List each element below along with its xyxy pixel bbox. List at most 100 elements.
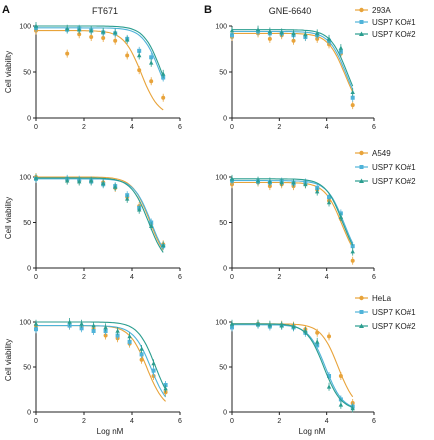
data-point (151, 361, 156, 366)
data-point (291, 38, 296, 43)
data-point (338, 45, 344, 50)
x-axis-label-left: Log nM (97, 427, 124, 436)
data-point (338, 374, 343, 378)
data-point (79, 326, 84, 331)
legend-marker (359, 310, 364, 314)
data-point (161, 95, 166, 100)
chart-panel: 0 50 100 0 2 4 6 (215, 175, 376, 282)
data-point (125, 196, 130, 201)
legend-marker (359, 7, 364, 13)
panel-title-gne6640: GNE-6640 (269, 6, 312, 16)
fit-curve-1 (232, 181, 354, 248)
legend-label: 293A (372, 6, 391, 15)
data-point (255, 321, 261, 326)
x-tick-label: 2 (277, 274, 281, 281)
chart-panel: 0 50 100 0 2 4 6 (19, 22, 182, 131)
x-tick-label: 4 (325, 418, 329, 425)
x-tick-label: 0 (34, 274, 38, 281)
data-point (163, 386, 168, 391)
x-tick-label: 4 (325, 274, 329, 281)
data-point (303, 328, 308, 333)
legend-item-a549: A549 (355, 149, 391, 158)
panel-letter-b: B (204, 4, 212, 16)
data-point (303, 31, 308, 37)
fit-curve-3 (36, 321, 167, 390)
data-point (327, 195, 332, 200)
data-point (33, 321, 39, 326)
data-point (77, 179, 82, 184)
data-point (315, 189, 320, 194)
data-point (255, 178, 261, 183)
data-point (161, 242, 166, 248)
data-point (267, 179, 273, 184)
x-tick-label: 0 (230, 124, 234, 131)
legend-row-2: A549 USP7 KO#1 USP7 KO#2 (355, 149, 416, 186)
data-point (101, 29, 106, 34)
data-point (229, 28, 235, 33)
data-point (139, 346, 144, 351)
data-point (279, 30, 284, 35)
chart-panel: 0 50 100 0 2 4 6 (215, 320, 376, 426)
y-tick-label: 0 (27, 266, 31, 273)
data-point (279, 180, 284, 185)
y-tick-label: 50 (23, 220, 31, 227)
data-point (89, 28, 94, 33)
legend-row-1: 293A USP7 KO#1 USP7 KO#2 (355, 6, 416, 39)
y-tick-label: 0 (223, 116, 227, 123)
legend-marker (359, 323, 364, 328)
data-point (127, 334, 132, 339)
y-tick-label: 0 (27, 410, 31, 417)
fit-curve-2 (232, 324, 353, 408)
data-point (137, 207, 142, 212)
data-point (315, 30, 320, 36)
x-tick-label: 4 (130, 418, 134, 425)
y-tick-label: 50 (219, 220, 227, 227)
fit-curve-2 (232, 30, 354, 90)
y-tick-label: 50 (219, 70, 227, 77)
x-tick-label: 6 (372, 274, 376, 281)
chart-panel: 0 50 100 0 2 4 6 (215, 24, 376, 132)
data-point (113, 38, 118, 43)
data-point (125, 53, 130, 58)
y-tick-label: 100 (19, 320, 31, 327)
fit-curve-2 (232, 180, 354, 244)
y-tick-label: 100 (19, 24, 31, 31)
data-point (229, 176, 235, 181)
data-point (137, 68, 142, 73)
legend-marker (359, 31, 364, 36)
data-point (67, 319, 72, 324)
data-point (230, 33, 234, 38)
x-tick-label: 6 (178, 418, 182, 425)
chart-panel: 0 50 100 0 2 4 6 (19, 173, 182, 281)
panel-title-ft671: FT671 (92, 6, 118, 16)
x-tick-label: 2 (82, 124, 86, 131)
y-axis-label-row-2: Cell viability (4, 197, 13, 239)
legend-item-ko1: USP7 KO#1 (355, 163, 416, 172)
data-point (149, 79, 154, 84)
data-point (315, 330, 320, 335)
data-point (103, 333, 108, 338)
data-point (113, 30, 118, 35)
data-point (139, 352, 144, 357)
y-tick-label: 100 (215, 320, 227, 327)
x-tick-label: 2 (82, 418, 86, 425)
fit-curve-3 (232, 29, 354, 87)
fit-curve-1 (36, 30, 164, 111)
legend-item-ko1: USP7 KO#1 (355, 18, 416, 27)
x-tick-label: 0 (230, 418, 234, 425)
fit-curve-3 (232, 323, 353, 408)
data-point (33, 23, 39, 28)
data-point (338, 214, 344, 219)
fit-curve-1 (232, 323, 354, 398)
legend-item-ko2: USP7 KO#2 (355, 30, 416, 39)
legend-label: A549 (372, 149, 391, 158)
legend-item-ko2: USP7 KO#2 (355, 177, 416, 186)
x-tick-label: 2 (277, 124, 281, 131)
data-point (115, 328, 120, 333)
data-point (77, 32, 82, 37)
x-tick-label: 6 (178, 274, 182, 281)
data-point (279, 323, 284, 328)
fit-curve-1 (36, 325, 166, 402)
legend-item-293a: 293A (355, 6, 391, 15)
data-point (327, 374, 332, 378)
